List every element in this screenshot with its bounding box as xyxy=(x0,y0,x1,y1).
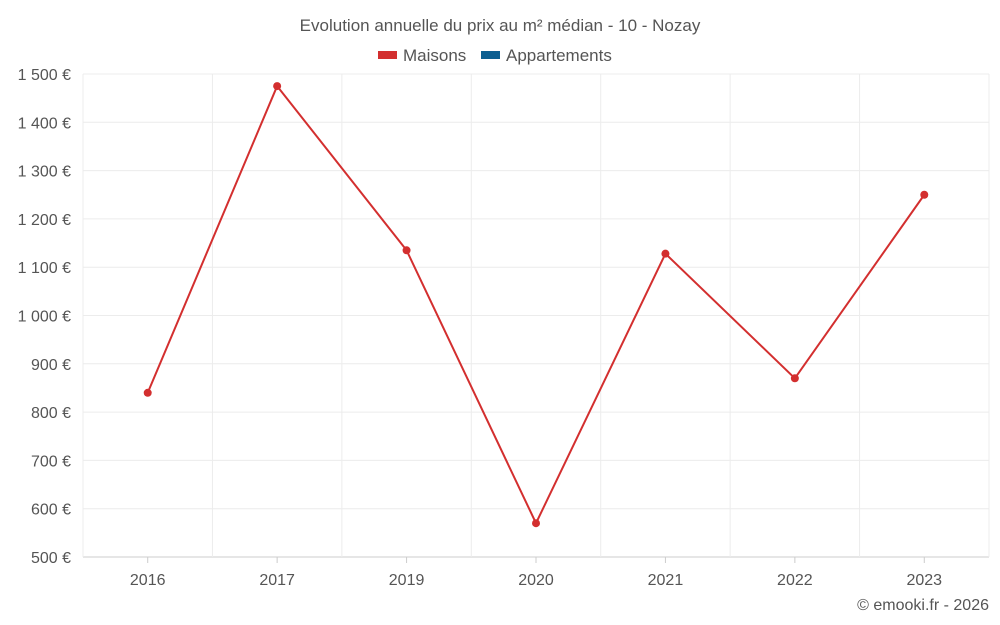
y-tick-label: 700 € xyxy=(31,453,71,470)
x-tick-label: 2021 xyxy=(648,572,684,589)
data-point-maisons[interactable] xyxy=(661,249,670,258)
x-tick-label: 2023 xyxy=(906,572,942,589)
legend-label-maisons[interactable]: Maisons xyxy=(403,46,466,65)
y-tick-label: 1 000 € xyxy=(18,309,71,326)
credit-text: © emooki.fr - 2026 xyxy=(857,597,989,614)
grid xyxy=(82,73,990,558)
x-tick-label: 2022 xyxy=(777,572,813,589)
y-tick-label: 600 € xyxy=(31,502,71,519)
x-tick-label: 2019 xyxy=(389,572,425,589)
data-point-maisons[interactable] xyxy=(402,246,411,255)
legend: Maisons Appartements xyxy=(378,46,612,65)
chart-title: Evolution annuelle du prix au m² médian … xyxy=(300,16,701,35)
legend-swatch-maisons xyxy=(378,51,397,59)
legend-swatch-appartements xyxy=(481,51,500,59)
data-point-maisons[interactable] xyxy=(532,519,540,528)
data-point-maisons[interactable] xyxy=(143,388,152,397)
data-point-maisons[interactable] xyxy=(273,82,282,91)
y-tick-label: 1 300 € xyxy=(18,164,71,181)
legend-label-appartements[interactable]: Appartements xyxy=(506,46,612,65)
data-point-maisons[interactable] xyxy=(920,190,929,199)
y-tick-label: 500 € xyxy=(31,550,71,567)
x-tick-label: 2016 xyxy=(130,572,166,589)
x-tick-label: 2020 xyxy=(518,572,554,589)
y-tick-label: 1 500 € xyxy=(18,67,71,84)
y-tick-label: 800 € xyxy=(31,405,71,422)
y-tick-label: 1 200 € xyxy=(18,212,71,229)
y-tick-label: 1 100 € xyxy=(18,260,71,277)
series-line-maisons xyxy=(146,85,926,525)
x-axis: 2016 2017 2019 2020 2021 2022 2023 xyxy=(130,557,942,589)
y-axis: 1 500 € 1 400 € 1 300 € 1 200 € 1 100 € 1 000… xyxy=(18,67,71,567)
series-maisons xyxy=(143,82,929,528)
y-tick-label: 1 400 € xyxy=(18,115,71,132)
y-tick-label: 900 € xyxy=(31,357,71,374)
data-point-maisons[interactable] xyxy=(790,374,799,383)
x-tick-label: 2017 xyxy=(259,572,295,589)
